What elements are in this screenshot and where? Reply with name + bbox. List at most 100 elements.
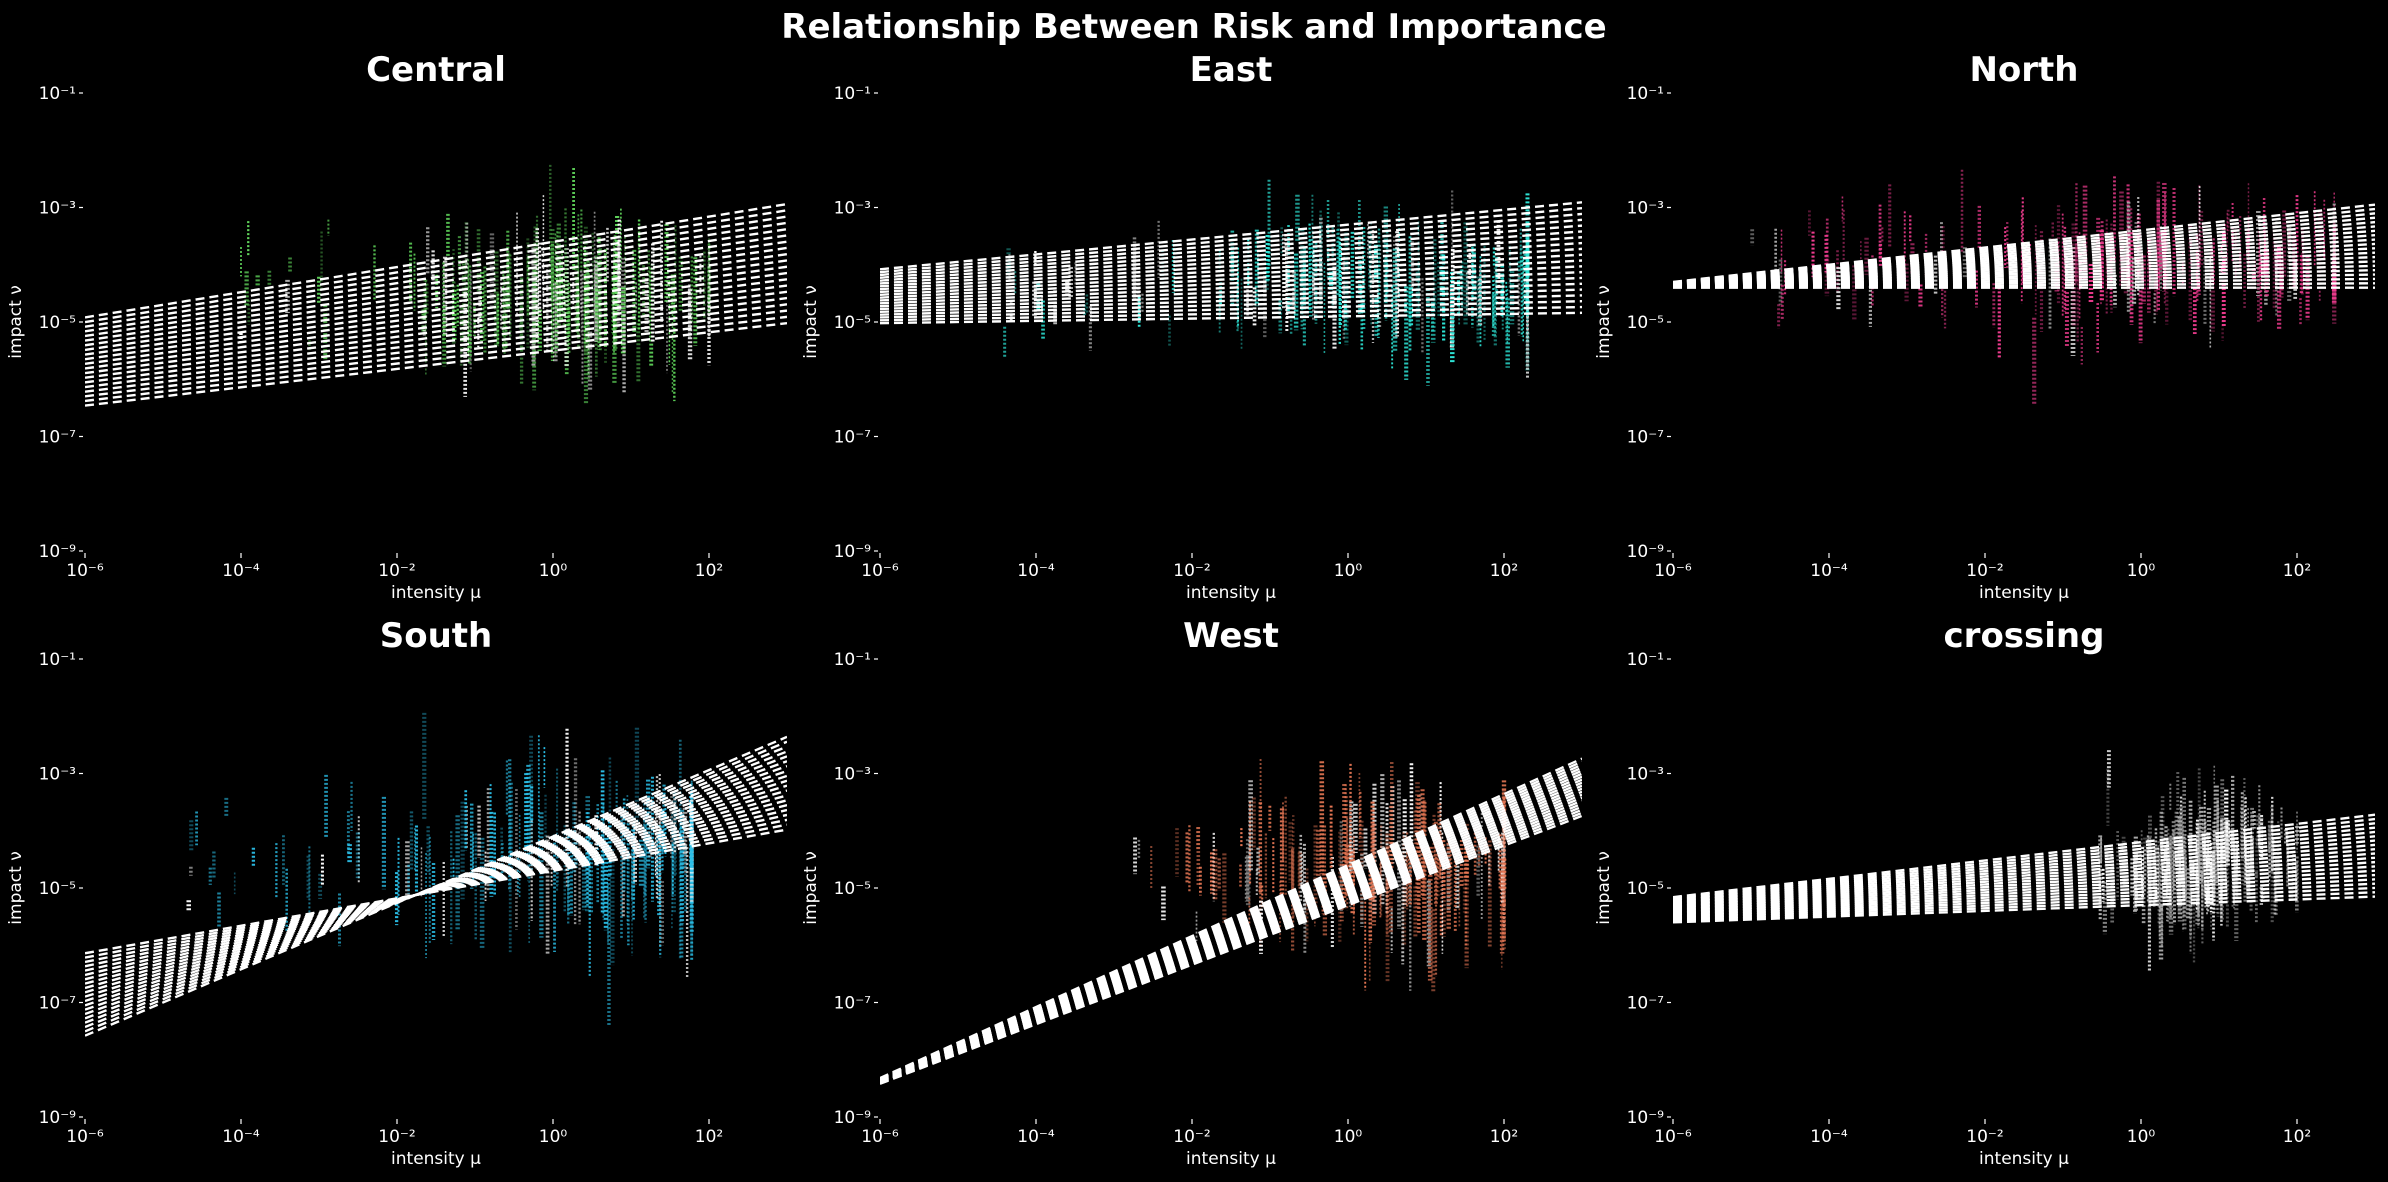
fit-line	[1673, 839, 2375, 907]
fit-line	[85, 227, 787, 338]
chart-panel-south: South 10⁻⁹ 10⁻⁷ 10⁻⁵ 10⁻³ 10⁻¹ 10⁻⁶ 10⁻⁴ 10⁻² 10⁰…	[6, 616, 787, 1169]
y-tick-label: 10⁻³	[39, 199, 76, 219]
fit-line	[1673, 865, 2375, 915]
fit-line	[880, 265, 1582, 302]
fit-line	[880, 300, 1582, 319]
x-tick-label: 10⁻⁴	[1810, 561, 1848, 581]
panel-title: North	[1969, 50, 2078, 90]
x-tick-label: 10⁻²	[378, 1127, 415, 1147]
fit-line	[85, 259, 787, 361]
y-tick-label: 10⁻⁵	[834, 879, 871, 899]
x-tick-label: 10⁻⁴	[1810, 1127, 1848, 1147]
y-axis-label: impact ν	[801, 285, 821, 358]
y-tick-label: 10⁻⁵	[834, 313, 871, 333]
y-tick-label: 10⁻⁷	[834, 428, 872, 448]
fit-line	[85, 296, 787, 389]
y-axis-label: impact ν	[801, 851, 821, 924]
fit-line	[880, 230, 1582, 285]
panel-title: West	[1183, 616, 1279, 656]
y-tick-label: 10⁻¹	[1627, 650, 1664, 670]
fit-line	[1673, 847, 2375, 909]
fit-line	[85, 755, 787, 1020]
fit-line	[1673, 891, 2375, 923]
fit-line	[85, 234, 787, 342]
fit-lines	[1673, 813, 2375, 924]
y-tick-label: 10⁻¹	[39, 650, 76, 670]
panel-title: South	[380, 616, 493, 656]
fit-line	[1673, 826, 2375, 903]
fit-line	[880, 224, 1582, 282]
y-tick-label: 10⁻⁷	[834, 994, 872, 1014]
fit-line	[85, 215, 787, 328]
x-tick-label: 10⁻²	[1966, 1127, 2003, 1147]
chart-panel-crossing: crossing 10⁻⁹ 10⁻⁷ 10⁻⁵ 10⁻³ 10⁻¹ 10⁻⁶ 10⁻⁴ 10⁻²…	[1594, 616, 2375, 1169]
y-tick-label: 10⁻¹	[1627, 84, 1664, 104]
y-tick-label: 10⁻⁹	[39, 542, 77, 562]
fit-line	[85, 221, 787, 333]
fit-line	[85, 253, 787, 356]
y-tick-label: 10⁻³	[834, 765, 871, 785]
x-tick-label: 10⁰	[539, 561, 568, 581]
x-tick-label: 10⁰	[539, 1127, 568, 1147]
x-tick-label: 10⁰	[2127, 1127, 2156, 1147]
fit-line	[880, 206, 1582, 274]
fit-line	[880, 757, 1582, 1080]
y-tick-label: 10⁻⁹	[834, 1108, 872, 1128]
x-tick-label: 10⁻⁶	[861, 561, 899, 581]
x-tick-label: 10⁻²	[1966, 561, 2003, 581]
fit-line	[1673, 830, 2375, 904]
x-tick-label: 10⁻²	[1173, 561, 1210, 581]
x-tick-label: 10²	[695, 1127, 723, 1147]
fit-lines	[880, 757, 1582, 1085]
y-tick-label: 10⁻¹	[39, 84, 76, 104]
x-tick-label: 10²	[2283, 1127, 2311, 1147]
y-axis-label: impact ν	[6, 851, 26, 924]
fit-line	[85, 315, 787, 403]
fit-line	[880, 294, 1582, 316]
fit-line	[1673, 886, 2375, 921]
fit-line	[880, 305, 1582, 322]
y-tick-label: 10⁻⁹	[1627, 542, 1665, 562]
x-tick-label: 10⁻⁴	[1017, 1127, 1055, 1147]
fit-line	[880, 201, 1582, 271]
fit-line	[880, 311, 1582, 325]
y-axis-label: impact ν	[6, 285, 26, 358]
fit-line	[85, 804, 787, 977]
fit-line	[85, 265, 787, 366]
chart-panel-west: West 10⁻⁹ 10⁻⁷ 10⁻⁵ 10⁻³ 10⁻¹ 10⁻⁶ 10⁻⁴ 10⁻² 10⁰ 1…	[801, 616, 1582, 1169]
panel-title: East	[1190, 50, 1273, 90]
fit-line	[880, 282, 1582, 311]
y-tick-label: 10⁻³	[1627, 765, 1664, 785]
fit-line	[880, 799, 1582, 1084]
y-tick-label: 10⁻⁵	[1627, 313, 1664, 333]
fit-line	[85, 278, 787, 375]
chart-panel-east: East 10⁻⁹ 10⁻⁷ 10⁻⁵ 10⁻³ 10⁻¹ 10⁻⁶ 10⁻⁴ 10⁻² 10⁰ 1…	[801, 50, 1582, 603]
x-tick-label: 10⁻⁶	[66, 1127, 104, 1147]
scatter-points	[2098, 750, 2299, 972]
x-tick-label: 10⁰	[1334, 561, 1363, 581]
fit-line	[85, 760, 787, 1016]
y-tick-label: 10⁻³	[834, 199, 871, 219]
fit-line	[85, 309, 787, 398]
x-tick-label: 10⁻⁴	[222, 1127, 260, 1147]
fit-line	[1673, 856, 2375, 912]
fit-line	[880, 212, 1582, 277]
x-axis-label: intensity μ	[1979, 583, 2069, 603]
fit-line	[1673, 878, 2375, 919]
y-axis-label: impact ν	[1594, 285, 1614, 358]
fit-line	[1673, 843, 2375, 908]
x-tick-label: 10⁻²	[378, 561, 415, 581]
y-tick-label: 10⁻¹	[834, 650, 871, 670]
y-tick-label: 10⁻⁹	[834, 542, 872, 562]
fit-line	[880, 253, 1582, 297]
fit-line	[880, 270, 1582, 305]
fit-lines	[85, 202, 787, 407]
fit-line	[880, 218, 1582, 280]
fit-line	[85, 209, 787, 324]
x-tick-label: 10⁻⁶	[861, 1127, 899, 1147]
fit-line	[85, 818, 787, 964]
fit-line	[85, 202, 787, 319]
fit-line	[880, 241, 1582, 291]
y-tick-label: 10⁻⁷	[1627, 994, 1665, 1014]
